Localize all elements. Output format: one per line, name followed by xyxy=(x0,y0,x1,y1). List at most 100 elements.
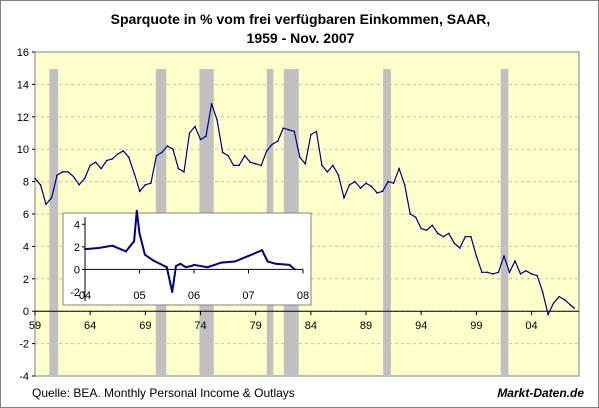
savings-rate-point xyxy=(315,130,318,133)
savings-rate-point xyxy=(530,273,533,275)
recession-band xyxy=(500,69,509,376)
inset-savings-rate-point xyxy=(233,260,236,263)
inset-savings-rate-point xyxy=(293,268,296,271)
savings-rate-point xyxy=(558,295,560,298)
inset-savings-rate-point xyxy=(165,266,168,269)
savings-rate-point xyxy=(271,143,274,146)
savings-rate-point xyxy=(232,164,235,167)
savings-rate-point xyxy=(161,151,163,154)
savings-rate-point xyxy=(475,255,478,257)
savings-rate-point xyxy=(210,103,213,105)
chart-title-line1: Sparquote in % vom frei verfügbaren Eink… xyxy=(110,11,491,27)
savings-rate-point xyxy=(299,156,301,159)
savings-rate-point xyxy=(343,197,345,199)
savings-rate-point xyxy=(50,197,53,199)
y-tick-label: 14 xyxy=(17,79,29,91)
x-tick-label: 94 xyxy=(415,320,427,332)
y-tick-label: 6 xyxy=(23,209,29,221)
inset-y-tick-label: 2 xyxy=(74,242,80,254)
inset-x-tick-label: 05 xyxy=(133,290,145,302)
inset-savings-rate-point xyxy=(193,263,195,266)
savings-rate-point xyxy=(150,182,152,185)
savings-rate-point xyxy=(447,232,450,235)
y-tick-label: -2 xyxy=(19,339,29,351)
savings-rate-point xyxy=(282,127,285,129)
savings-rate-point xyxy=(547,313,549,316)
savings-rate-point xyxy=(105,159,108,162)
savings-rate-point xyxy=(348,184,351,186)
x-tick-label: 84 xyxy=(305,320,317,332)
source-note: Quelle: BEA. Monthly Personal Income & O… xyxy=(32,386,295,400)
savings-rate-point xyxy=(61,171,64,173)
y-tick-label: 2 xyxy=(23,274,29,286)
inset-savings-rate-point xyxy=(179,262,182,265)
savings-rate-point xyxy=(497,271,500,274)
savings-rate-point xyxy=(276,140,279,142)
x-tick-label: 99 xyxy=(470,320,482,332)
savings-rate-point xyxy=(265,150,268,152)
savings-rate-point xyxy=(425,229,428,231)
savings-rate-point xyxy=(332,164,334,167)
y-tick-label: 4 xyxy=(23,241,29,253)
savings-rate-point xyxy=(541,290,544,293)
savings-rate-point xyxy=(139,190,141,193)
savings-rate-point xyxy=(326,171,329,173)
savings-rate-point xyxy=(481,271,483,274)
x-tick-label: 59 xyxy=(29,320,41,332)
savings-rate-point xyxy=(188,132,191,134)
savings-rate-point xyxy=(486,271,489,274)
savings-rate-point xyxy=(205,135,207,138)
y-tick-label: 8 xyxy=(23,177,29,189)
inset-savings-rate-point xyxy=(135,209,138,212)
inset-savings-rate-point xyxy=(247,254,250,257)
x-tick-label: 89 xyxy=(360,320,372,332)
savings-rate-point xyxy=(403,184,406,186)
savings-rate-point xyxy=(116,153,119,155)
inset-y-tick-label: 0 xyxy=(74,264,80,276)
savings-rate-point xyxy=(459,247,461,249)
x-tick-label: 74 xyxy=(194,320,206,332)
savings-rate-point xyxy=(464,235,467,238)
savings-rate-point xyxy=(573,307,575,309)
brand-label: Markt-Daten.de xyxy=(497,386,584,400)
savings-rate-point xyxy=(310,133,312,136)
savings-rate-point xyxy=(166,145,169,147)
savings-rate-point xyxy=(436,232,439,235)
inset-savings-rate-point xyxy=(84,248,86,251)
savings-rate-point xyxy=(420,227,423,230)
savings-rate-point xyxy=(552,302,555,304)
y-tick-label: 10 xyxy=(17,144,29,156)
inset-savings-rate-point xyxy=(143,253,146,256)
inset-savings-rate-point xyxy=(261,249,264,252)
inset-frame xyxy=(62,212,312,306)
savings-rate-point xyxy=(194,125,196,128)
savings-rate-point xyxy=(227,154,229,157)
inset-savings-rate-point xyxy=(171,290,174,293)
savings-rate-point xyxy=(83,177,86,180)
inset-x-tick-label: 06 xyxy=(188,290,200,302)
savings-rate-point xyxy=(287,128,290,131)
savings-rate-point xyxy=(199,138,202,141)
savings-rate-point xyxy=(144,184,147,186)
savings-rate-point xyxy=(492,273,494,275)
inset-x-tick-label: 07 xyxy=(242,290,254,302)
savings-rate-point xyxy=(177,167,180,170)
savings-rate-point xyxy=(431,224,434,227)
inset-y-tick-label: -2 xyxy=(70,287,80,299)
savings-rate-point xyxy=(243,154,246,157)
savings-rate-point xyxy=(72,175,75,178)
savings-rate-point xyxy=(249,161,251,163)
inset-savings-rate-point xyxy=(97,246,100,249)
savings-rate-point xyxy=(78,184,80,186)
savings-rate-point xyxy=(39,184,42,186)
savings-rate-point xyxy=(503,255,505,257)
savings-rate-point xyxy=(34,177,36,180)
savings-rate-point xyxy=(409,213,411,215)
savings-rate-point xyxy=(254,162,257,165)
recession-band xyxy=(383,69,391,376)
savings-rate-point xyxy=(56,174,58,176)
savings-rate-point xyxy=(381,190,384,193)
inset-savings-rate-point xyxy=(175,265,178,268)
chart-title-line2: 1959 - Nov. 2007 xyxy=(246,30,355,46)
